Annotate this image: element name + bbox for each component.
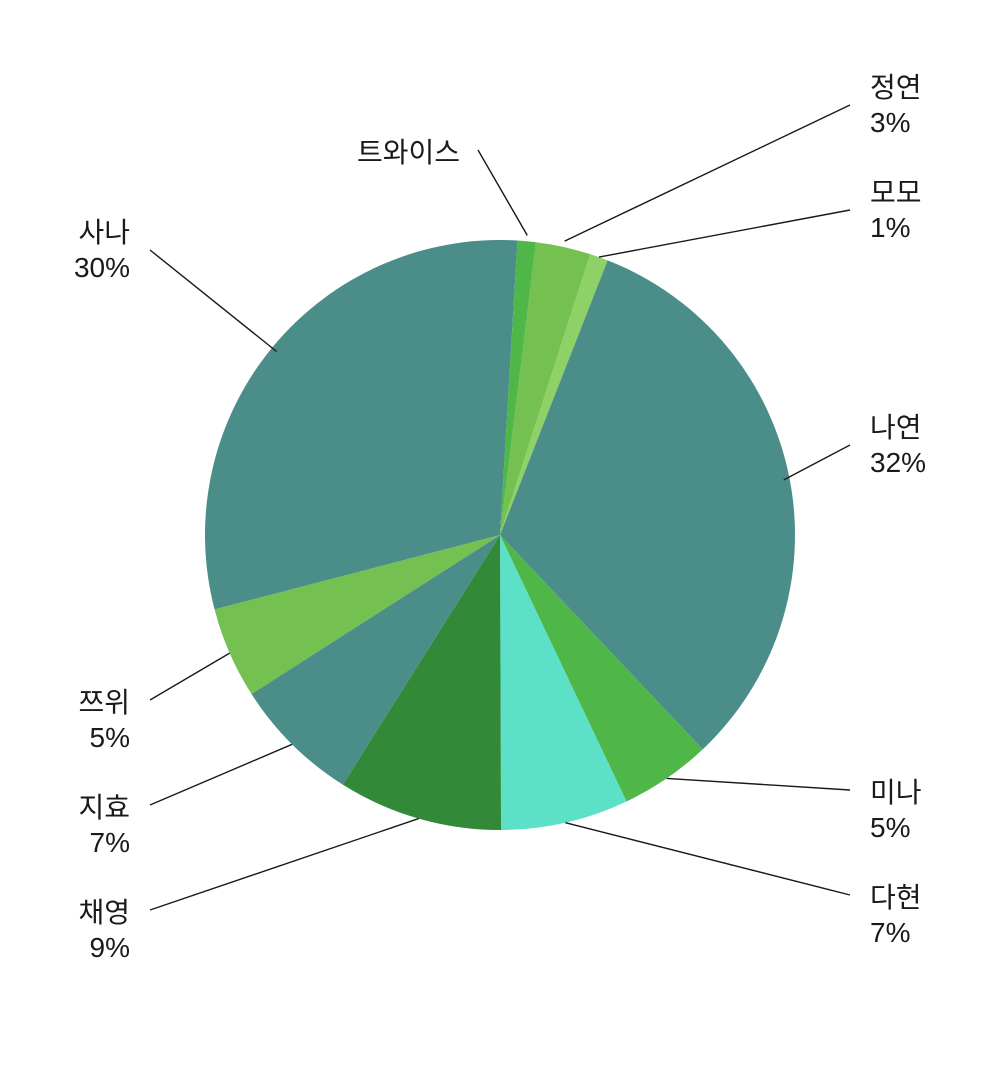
leader-line-chaeyoung <box>150 819 419 910</box>
leader-line-jihyo <box>150 744 292 805</box>
leader-line-twice <box>478 150 527 235</box>
leader-line-jeongyeon <box>565 105 850 241</box>
pie-chart-container: 정연 3% 모모 1% 나연 32% 미나 5% 다현 7% 채영 9% 지효 7% 쯔위 5… <box>0 0 1000 1065</box>
leader-line-momo <box>599 210 850 257</box>
slice-label-dahyun: 다현 7% <box>870 880 922 950</box>
leader-line-tzuyu <box>150 653 230 700</box>
slice-label-jihyo: 지효 7% <box>78 790 130 860</box>
leader-line-nayeon <box>784 445 850 480</box>
slice-label-chaeyoung: 채영 9% <box>78 895 130 965</box>
leader-line-sana <box>150 250 277 351</box>
slice-label-tzuyu: 쯔위 5% <box>78 685 130 755</box>
slice-label-jeongyeon: 정연 3% <box>870 70 922 140</box>
pie-chart-svg <box>0 0 1000 1065</box>
leader-line-dahyun <box>565 823 850 895</box>
leader-line-mina <box>667 778 850 790</box>
slice-label-twice: 트와이스 <box>357 135 460 170</box>
slice-label-nayeon: 나연 32% <box>870 410 926 480</box>
slice-label-sana: 사나 30% <box>74 215 130 285</box>
slice-label-momo: 모모 1% <box>870 175 922 245</box>
slice-label-mina: 미나 5% <box>870 775 922 845</box>
